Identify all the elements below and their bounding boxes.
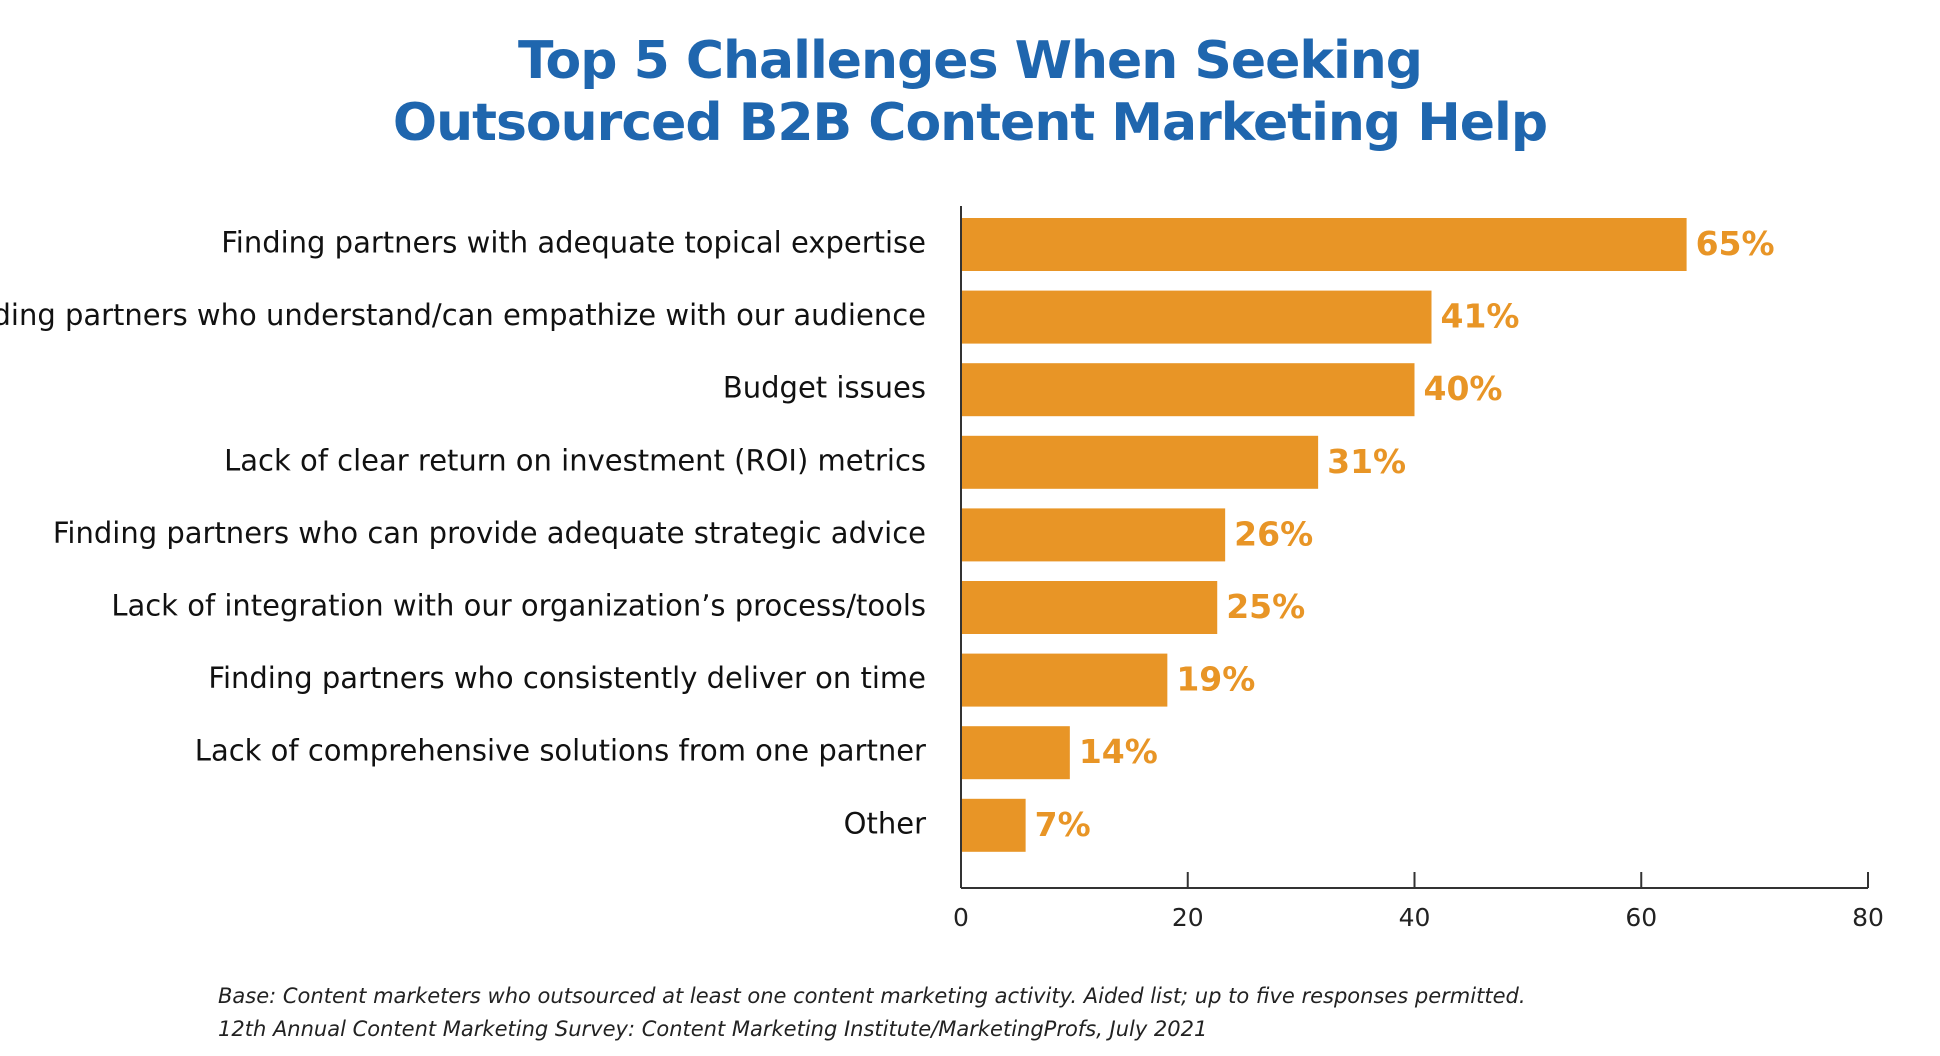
footnote-base: Base: Content marketers who outsourced a…	[218, 984, 1526, 1008]
value-label-1: 65%	[1696, 224, 1775, 263]
category-label-2: Finding partners who understand/can empa…	[0, 298, 926, 332]
footnote-source: 12th Annual Content Marketing Survey: Co…	[218, 1017, 1208, 1041]
bar-5	[961, 508, 1226, 562]
category-label-6: Lack of integration with our organizatio…	[111, 589, 926, 623]
x-tick-label-0: 0	[953, 903, 969, 932]
category-label-7: Finding partners who consistently delive…	[208, 661, 926, 695]
bar-4	[961, 435, 1319, 489]
value-label-4: 31%	[1327, 442, 1406, 481]
bar-9	[961, 798, 1026, 852]
bar-8	[961, 726, 1070, 780]
value-label-3: 40%	[1424, 369, 1503, 408]
chart-title-line-1: Top 5 Challenges When Seeking	[517, 31, 1423, 91]
value-label-5: 26%	[1234, 514, 1313, 553]
bar-2	[961, 290, 1432, 344]
value-label-7: 19%	[1176, 660, 1255, 699]
category-label-5: Finding partners who can provide adequat…	[53, 516, 926, 550]
bar-7	[961, 653, 1168, 707]
category-label-8: Lack of comprehensive solutions from one…	[195, 734, 926, 768]
category-label-3: Budget issues	[723, 371, 926, 405]
bar-6	[961, 581, 1218, 634]
chart-title: Top 5 Challenges When Seeking Outsourced…	[0, 30, 1940, 154]
value-label-2: 41%	[1441, 297, 1520, 336]
value-label-9: 7%	[1035, 805, 1091, 844]
category-label-9: Other	[844, 806, 926, 840]
value-label-6: 25%	[1226, 587, 1305, 626]
category-label-1: Finding partners with adequate topical e…	[221, 226, 926, 260]
x-tick-label-80: 80	[1852, 903, 1884, 932]
chart-title-line-2: Outsourced B2B Content Marketing Help	[392, 93, 1548, 153]
x-tick-label-60: 60	[1625, 903, 1657, 932]
x-tick-label-20: 20	[1172, 903, 1204, 932]
category-label-4: Lack of clear return on investment (ROI)…	[224, 443, 926, 477]
x-tick-label-40: 40	[1399, 903, 1431, 932]
bar-3	[961, 363, 1415, 417]
value-label-8: 14%	[1079, 732, 1158, 771]
bar-1	[961, 218, 1687, 271]
